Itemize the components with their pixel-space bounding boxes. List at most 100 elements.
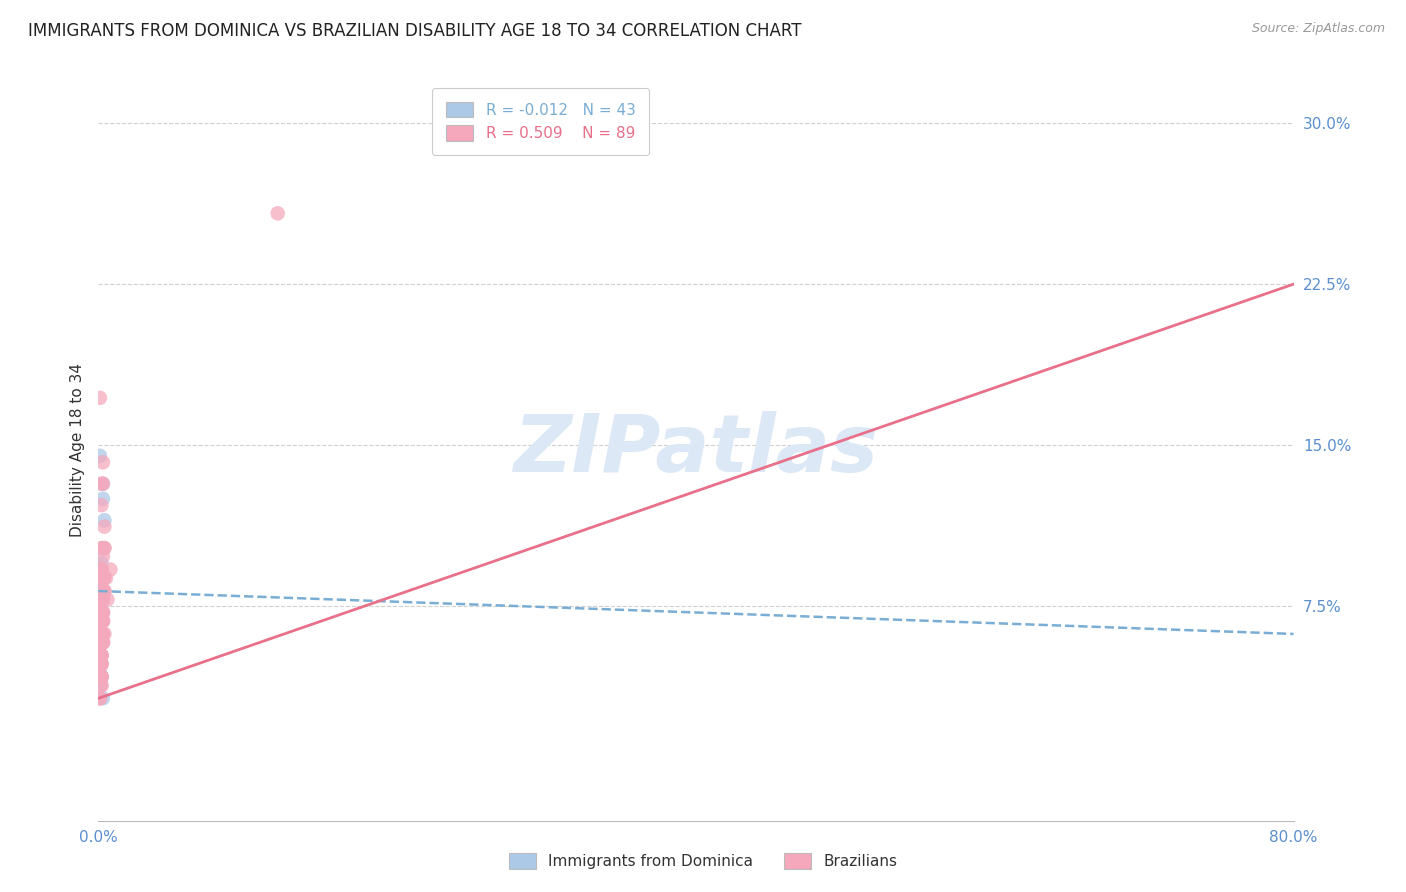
Point	[91, 635, 114, 649]
Point	[98, 563, 122, 577]
Point	[93, 571, 115, 585]
Point	[89, 449, 111, 463]
Point	[90, 670, 112, 684]
Point	[90, 657, 112, 671]
Point	[91, 614, 114, 628]
Point	[91, 635, 114, 649]
Point	[91, 614, 114, 628]
Point	[91, 541, 114, 555]
Point	[91, 592, 114, 607]
Point	[89, 670, 111, 684]
Point	[91, 549, 114, 564]
Point	[90, 606, 112, 620]
Point	[90, 614, 112, 628]
Point	[91, 491, 114, 506]
Point	[89, 648, 111, 663]
Point	[90, 648, 112, 663]
Point	[90, 670, 112, 684]
Point	[90, 563, 112, 577]
Point	[89, 577, 111, 591]
Point	[90, 584, 112, 599]
Point	[89, 670, 111, 684]
Point	[89, 627, 111, 641]
Point	[91, 606, 114, 620]
Legend: R = -0.012   N = 43, R = 0.509    N = 89: R = -0.012 N = 43, R = 0.509 N = 89	[432, 88, 650, 155]
Point	[90, 476, 112, 491]
Point	[90, 498, 112, 512]
Point	[90, 648, 112, 663]
Point	[90, 627, 112, 641]
Point	[89, 665, 111, 680]
Point	[90, 614, 112, 628]
Point	[89, 635, 111, 649]
Point	[90, 614, 112, 628]
Text: ZIPatlas: ZIPatlas	[513, 411, 879, 490]
Point	[90, 635, 112, 649]
Point	[90, 635, 112, 649]
Point	[90, 648, 112, 663]
Point	[91, 476, 114, 491]
Point	[91, 614, 114, 628]
Point	[89, 599, 111, 613]
Point	[89, 620, 111, 634]
Point	[89, 614, 111, 628]
Point	[89, 571, 111, 585]
Point	[89, 691, 111, 706]
Point	[89, 614, 111, 628]
Point	[89, 563, 111, 577]
Point	[89, 678, 111, 692]
Point	[90, 635, 112, 649]
Point	[93, 513, 115, 527]
Point	[91, 571, 114, 585]
Point	[91, 571, 114, 585]
Point	[90, 670, 112, 684]
Point	[96, 592, 118, 607]
Point	[90, 648, 112, 663]
Point	[89, 592, 111, 607]
Point	[90, 657, 112, 671]
Point	[89, 592, 111, 607]
Point	[89, 391, 111, 405]
Point	[90, 606, 112, 620]
Point	[90, 670, 112, 684]
Point	[90, 678, 112, 692]
Point	[90, 678, 112, 692]
Y-axis label: Disability Age 18 to 34: Disability Age 18 to 34	[69, 363, 84, 538]
Point	[90, 670, 112, 684]
Point	[89, 657, 111, 671]
Point	[90, 606, 112, 620]
Point	[90, 657, 112, 671]
Point	[94, 571, 117, 585]
Point	[90, 614, 112, 628]
Point	[91, 627, 114, 641]
Point	[91, 476, 114, 491]
Point	[90, 584, 112, 599]
Point	[89, 606, 111, 620]
Point	[91, 606, 114, 620]
Point	[90, 584, 112, 599]
Point	[91, 571, 114, 585]
Point	[89, 657, 111, 671]
Point	[91, 606, 114, 620]
Point	[90, 657, 112, 671]
Point	[90, 632, 112, 646]
Point	[93, 541, 115, 555]
Point	[93, 584, 115, 599]
Point	[91, 635, 114, 649]
Point	[90, 635, 112, 649]
Point	[90, 556, 112, 570]
Point	[89, 648, 111, 663]
Point	[90, 592, 112, 607]
Point	[91, 592, 114, 607]
Point	[91, 584, 114, 599]
Point	[90, 584, 112, 599]
Point	[89, 614, 111, 628]
Point	[90, 563, 112, 577]
Point	[93, 519, 115, 533]
Point	[90, 592, 112, 607]
Point	[89, 648, 111, 663]
Point	[90, 670, 112, 684]
Point	[90, 635, 112, 649]
Point	[91, 635, 114, 649]
Point	[90, 614, 112, 628]
